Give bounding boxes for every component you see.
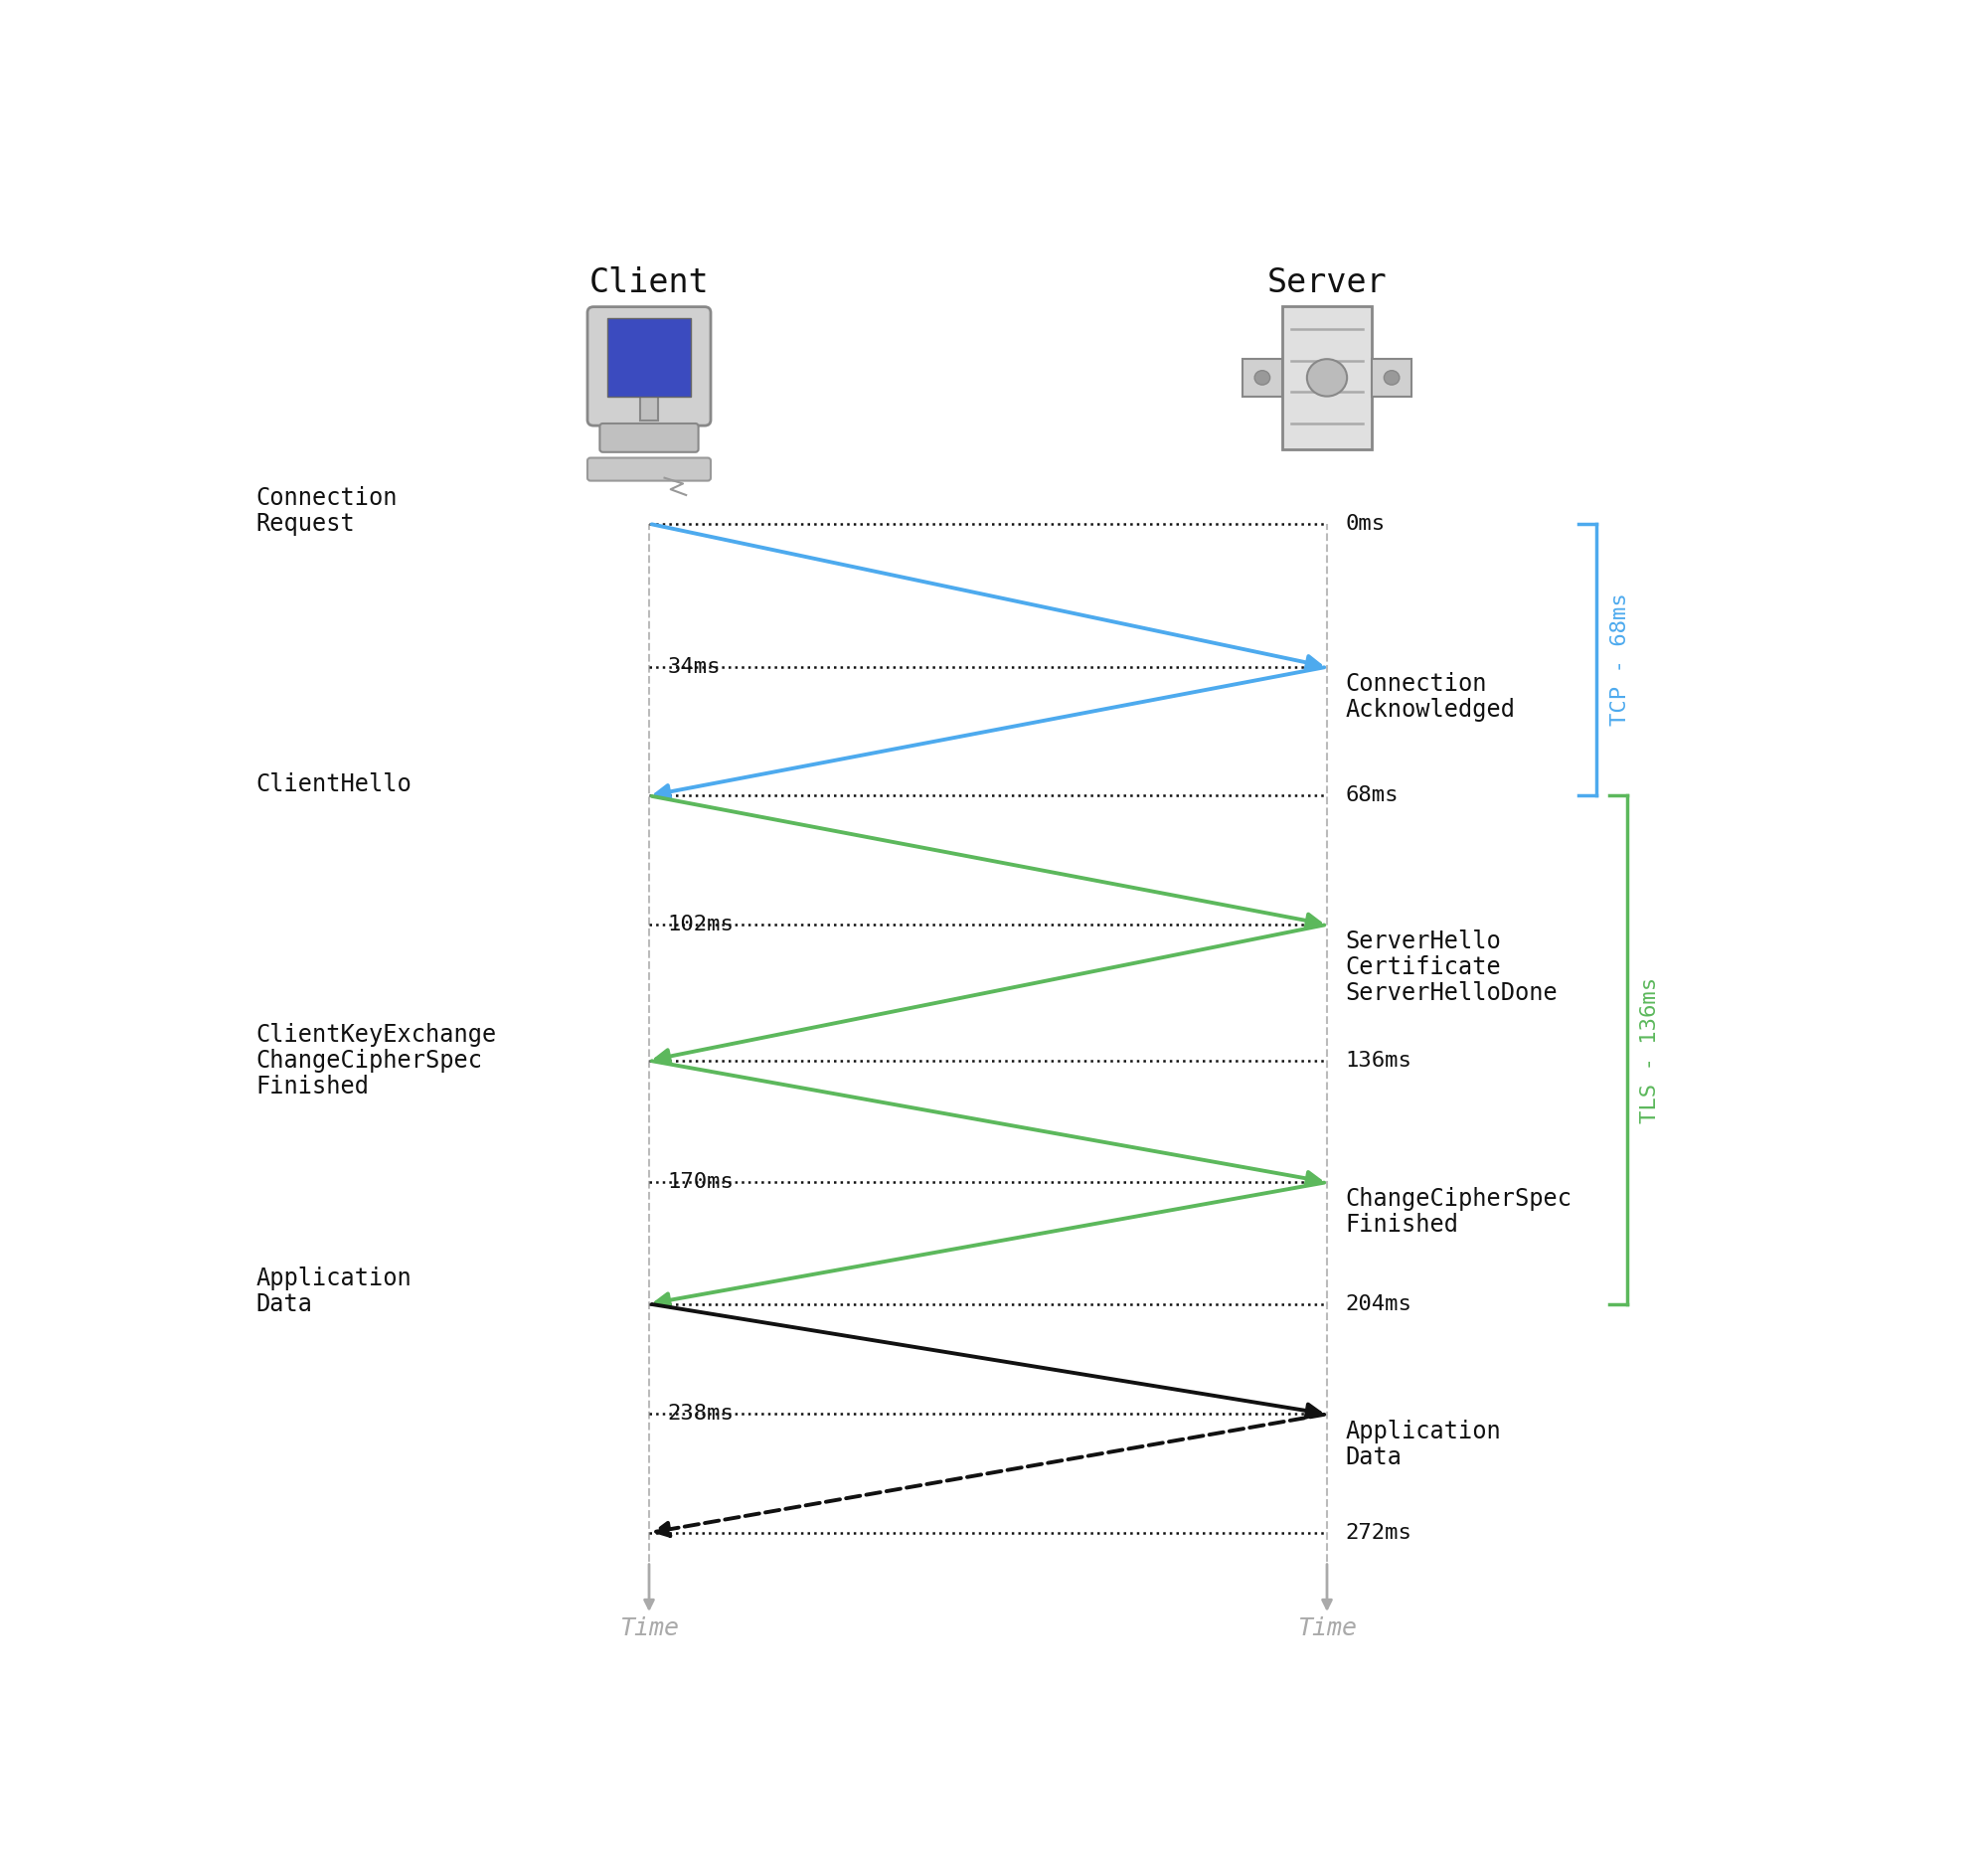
Text: Acknowledged: Acknowledged [1346,697,1515,721]
Text: Connection: Connection [1346,673,1487,695]
Circle shape [1306,359,1348,396]
Text: TLS - 136ms: TLS - 136ms [1640,976,1660,1123]
Text: 238ms: 238ms [668,1404,734,1424]
Text: 136ms: 136ms [1346,1050,1411,1071]
Text: ClientKeyExchange: ClientKeyExchange [256,1022,497,1047]
Text: Time: Time [1296,1617,1356,1641]
Text: 102ms: 102ms [668,915,734,935]
Text: 204ms: 204ms [1346,1294,1411,1314]
Bar [1282,307,1372,450]
Text: Data: Data [1346,1444,1402,1469]
Bar [640,392,658,420]
Text: 272ms: 272ms [1346,1523,1411,1543]
Text: Certificate: Certificate [1346,956,1501,980]
Bar [608,318,690,398]
Text: Data: Data [256,1292,312,1316]
Text: ServerHelloDone: ServerHelloDone [1346,982,1559,1006]
Bar [1372,359,1411,396]
Text: Request: Request [256,511,356,535]
Circle shape [1384,370,1400,385]
Bar [1242,359,1282,396]
Text: Time: Time [620,1617,680,1641]
Text: ClientHello: ClientHello [256,771,412,796]
Text: 34ms: 34ms [668,656,722,677]
Text: Finished: Finished [256,1075,370,1099]
Text: 0ms: 0ms [1346,513,1386,534]
Text: Client: Client [588,268,710,299]
FancyBboxPatch shape [588,457,712,481]
Text: ServerHello: ServerHello [1346,930,1501,954]
Text: ChangeCipherSpec: ChangeCipherSpec [256,1048,483,1073]
Text: Application: Application [1346,1418,1501,1443]
Text: Server: Server [1266,268,1388,299]
Text: Application: Application [256,1266,412,1290]
FancyBboxPatch shape [588,307,712,426]
Circle shape [1254,370,1270,385]
Text: Finished: Finished [1346,1214,1459,1236]
Text: TCP - 68ms: TCP - 68ms [1610,593,1630,727]
FancyBboxPatch shape [600,424,698,452]
Text: 68ms: 68ms [1346,786,1400,805]
Text: 170ms: 170ms [668,1173,734,1192]
Text: Connection: Connection [256,485,398,509]
Text: ChangeCipherSpec: ChangeCipherSpec [1346,1188,1573,1212]
